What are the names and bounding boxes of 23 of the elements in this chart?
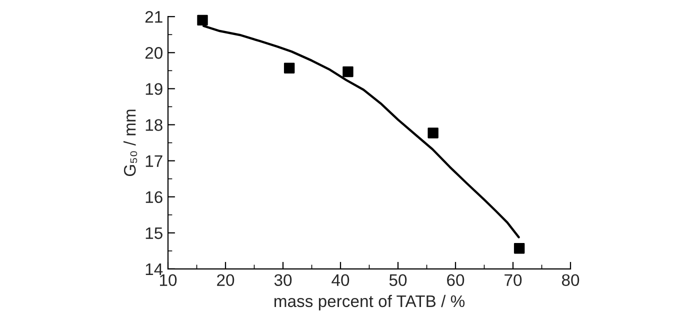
x-tick-label: 50 [389,274,407,286]
y-tick-label: 18 [146,119,162,131]
x-tick-label: 70 [504,274,522,286]
y-tick-label: 19 [146,83,162,95]
y-tick-label: 14 [146,263,163,275]
point [197,14,208,26]
x-axis-title: mass percent of TATB / % [274,294,465,310]
y-tick-label: 16 [146,191,162,204]
y-tick-label: 17 [146,155,162,167]
x-tick-label: 30 [274,274,292,286]
x-tick-label: 10 [160,274,177,286]
y-tick-label: 20 [145,47,162,59]
point [284,62,295,74]
y-axis-title: G₅₀ / mm [124,110,138,176]
point [428,128,438,138]
point [342,66,354,78]
point [514,243,525,254]
x-tick-label: 40 [332,274,350,286]
x-tick-label: 60 [447,274,464,286]
x-tick-label: 20 [217,274,234,286]
x-tick-label: 80 [562,274,580,286]
y-tick-label: 21 [145,11,162,23]
y-tick-label: 15 [146,227,162,240]
